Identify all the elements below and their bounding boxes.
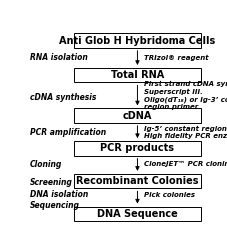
Text: Anti Glob H Hybridoma Cells: Anti Glob H Hybridoma Cells <box>59 36 216 46</box>
Text: Total RNA: Total RNA <box>111 70 164 80</box>
FancyBboxPatch shape <box>74 68 201 82</box>
FancyBboxPatch shape <box>74 206 201 221</box>
FancyBboxPatch shape <box>74 174 201 188</box>
Text: Cloning: Cloning <box>30 160 62 169</box>
Text: Ig-5’ constant region primer
High fidelity PCR enzyme mix: Ig-5’ constant region primer High fideli… <box>144 126 227 139</box>
FancyBboxPatch shape <box>74 33 201 48</box>
FancyBboxPatch shape <box>74 108 201 123</box>
Text: TRIzol® reagent: TRIzol® reagent <box>144 55 208 61</box>
Text: DNA Sequence: DNA Sequence <box>97 209 178 219</box>
Text: Recombinant Colonies: Recombinant Colonies <box>76 176 199 186</box>
Text: Pick colonies: Pick colonies <box>144 192 195 198</box>
Text: cDNA synthesis: cDNA synthesis <box>30 93 96 102</box>
Text: RNA isolation: RNA isolation <box>30 54 88 62</box>
Text: PCR products: PCR products <box>101 144 174 154</box>
Text: First strand cDNA synthesis by
Superscript III.
Oligo(dT₁₈) or Ig-3’ constant
re: First strand cDNA synthesis by Superscri… <box>144 81 227 110</box>
Text: cDNA: cDNA <box>123 111 152 121</box>
FancyBboxPatch shape <box>74 141 201 156</box>
Text: PCR amplification: PCR amplification <box>30 128 106 138</box>
Text: Screening
DNA isolation
Sequencing: Screening DNA isolation Sequencing <box>30 178 88 210</box>
Text: CloneJET™ PCR cloning kit: CloneJET™ PCR cloning kit <box>144 161 227 168</box>
